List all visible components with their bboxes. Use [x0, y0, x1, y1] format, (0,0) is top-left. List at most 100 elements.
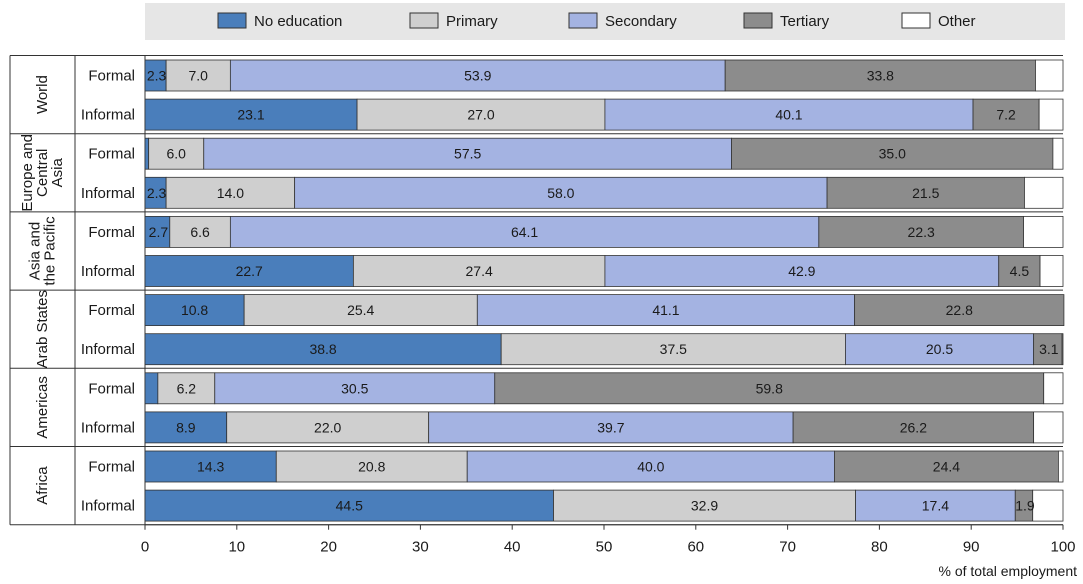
row-label: Informal [81, 185, 135, 202]
x-tick-label: 30 [412, 539, 429, 556]
region-label: Americas [34, 376, 51, 439]
bar-segment-tertiary [998, 255, 1041, 287]
data-label: 21.5 [912, 185, 939, 201]
row-label: Informal [81, 498, 135, 515]
bar-segment-primary [148, 137, 205, 170]
bar-segment-other [1043, 372, 1064, 405]
region-label-line: Americas [34, 376, 51, 439]
data-label: 7.2 [996, 107, 1016, 123]
bar-segment-other [1038, 98, 1064, 131]
bar-segment-other [1061, 333, 1064, 366]
x-tick-label: 100 [1050, 539, 1075, 556]
x-tick-label: 90 [963, 539, 980, 556]
legend-swatch-secondary [568, 12, 598, 29]
bar-segment-tertiary [818, 215, 1024, 248]
bar-segment-other [1039, 255, 1064, 287]
bar-segment-no-education [144, 137, 150, 170]
bar-segment-secondary [214, 372, 496, 405]
data-label: 40.0 [637, 459, 664, 475]
region-label-line: the Pacific [42, 216, 59, 286]
row-label: Formal [88, 380, 135, 397]
data-label: 17.4 [922, 498, 949, 514]
data-label: 8.9 [176, 419, 196, 435]
row-label: Informal [81, 107, 135, 124]
data-label: 4.5 [1010, 263, 1030, 279]
data-label: 2.3 [147, 68, 167, 84]
data-label: 27.4 [466, 263, 493, 279]
data-label: 2.3 [147, 185, 167, 201]
bar-segment-tertiary [724, 59, 1036, 92]
bar-segment-secondary [845, 333, 1035, 366]
bar-segment-no-education [144, 372, 159, 405]
data-label: 3.1 [1039, 341, 1059, 357]
data-label: 20.5 [926, 341, 953, 357]
labels-layer: 2.3 7.0 53.9 33.8 Formal 23.1 27.0 40.1 7.2 Infor… [19, 68, 1059, 515]
data-label: 26.2 [900, 419, 927, 435]
data-label: 14.0 [217, 185, 244, 201]
row-label: Formal [88, 224, 135, 241]
bar-segment-other [1032, 489, 1064, 522]
bar-segment-no-education [144, 215, 171, 248]
row-label: Informal [81, 341, 135, 358]
bar-segment-primary [356, 98, 606, 131]
region-label-line: Africa [34, 466, 51, 505]
data-label: 6.2 [177, 380, 197, 396]
data-label: 1.9 [1015, 498, 1035, 514]
legend-swatch-no-education [217, 12, 247, 29]
data-label: 6.6 [190, 224, 210, 240]
legend-label-secondary: Secondary [605, 13, 677, 30]
legend-swatch-tertiary [743, 12, 773, 29]
bar-segment-secondary [428, 411, 794, 444]
row-label: Informal [81, 419, 135, 436]
region-label: Arab States [34, 290, 51, 368]
data-label: 35.0 [879, 146, 906, 162]
legend-label-no-education: No education [254, 13, 342, 30]
data-label: 14.3 [197, 459, 224, 475]
data-label: 20.8 [358, 459, 385, 475]
data-label: 25.4 [347, 302, 374, 318]
legend-swatch-other [901, 12, 931, 29]
bar-segment-tertiary [854, 294, 1065, 327]
bar-segment-no-education [144, 450, 277, 483]
x-tick-label: 10 [228, 539, 245, 556]
bar-segment-tertiary [972, 98, 1040, 131]
data-label: 37.5 [660, 341, 687, 357]
data-label: 22.3 [908, 224, 935, 240]
x-tick-label: 40 [504, 539, 521, 556]
bar-segment-other [1024, 176, 1064, 209]
data-label: 22.0 [314, 419, 341, 435]
data-label: 42.9 [788, 263, 815, 279]
data-label: 38.8 [309, 341, 336, 357]
data-label: 7.0 [189, 68, 209, 84]
data-label: 22.8 [946, 302, 973, 318]
bar-segment-secondary [604, 98, 974, 131]
bar-segment-primary [553, 489, 856, 522]
bar-segment-secondary [229, 59, 726, 92]
x-tick-label: 70 [779, 539, 796, 556]
row-label: Formal [88, 459, 135, 476]
region-label: Africa [34, 466, 51, 505]
row-label: Informal [81, 263, 135, 280]
bar-segment-other [1023, 215, 1064, 248]
data-label: 33.8 [867, 68, 894, 84]
bar-segment-primary [165, 176, 296, 209]
region-label-line: Asia and [27, 222, 44, 280]
bar-segment-no-education [144, 411, 228, 444]
data-label: 40.1 [775, 107, 802, 123]
row-label: Formal [88, 146, 135, 163]
region-label: World [34, 75, 51, 114]
data-label: 6.0 [166, 146, 186, 162]
row-label: Formal [88, 68, 135, 85]
bars-layer [144, 59, 1065, 522]
bar-segment-primary [500, 333, 846, 366]
legend-label-other: Other [938, 13, 976, 30]
x-tick-label: 50 [596, 539, 613, 556]
data-label: 30.5 [341, 380, 368, 396]
data-label: 24.4 [933, 459, 960, 475]
bar-segment-secondary [476, 294, 856, 327]
data-label: 32.9 [691, 498, 718, 514]
x-axis-title: % of total employment [938, 563, 1077, 579]
